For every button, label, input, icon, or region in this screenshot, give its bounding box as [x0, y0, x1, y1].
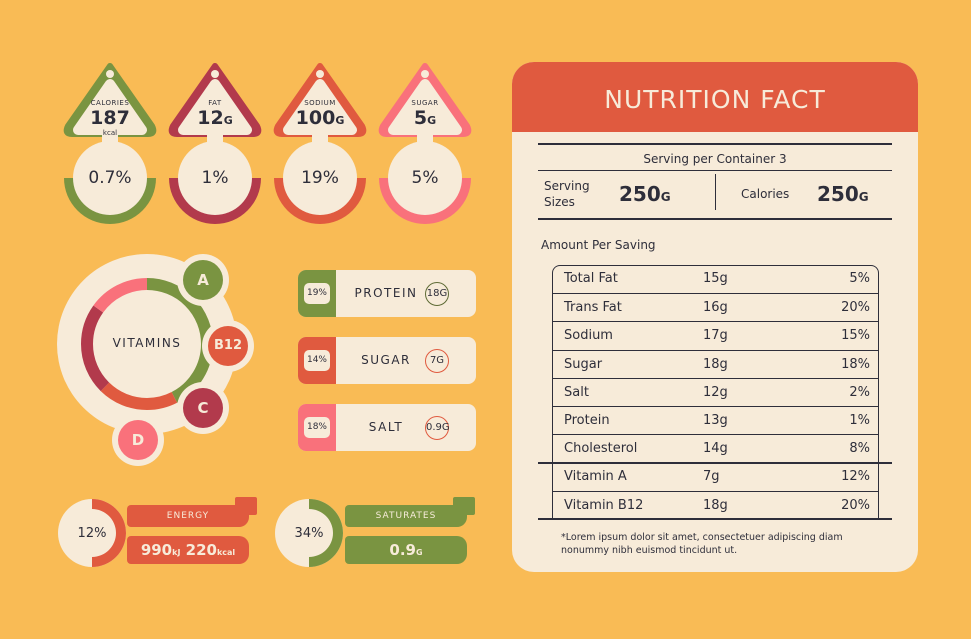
pill-percent: 14% — [304, 350, 330, 371]
pill-amount: 18G — [425, 282, 449, 306]
footnote: *Lorem ipsum dolor sit amet, consectetue… — [561, 532, 843, 556]
calories-value: 250G — [817, 182, 869, 206]
nutrient-amount: 17g — [703, 328, 728, 344]
nutrient-pill-salt: 18% SALT 0.9G — [298, 404, 476, 451]
calories-label: Calories — [741, 187, 790, 201]
nutrient-name: Protein — [564, 413, 610, 428]
saturates-percent: 34% — [294, 526, 324, 541]
pill-percent: 19% — [304, 283, 330, 304]
nutrient-daily-percent: 20% — [841, 300, 870, 316]
nutrition-row: Vitamin A 7g 12% — [553, 462, 878, 490]
tag-label: CALORIES — [90, 99, 130, 107]
amount-heading: Amount Per Saving — [541, 238, 656, 252]
nutrient-amount: 14g — [703, 441, 728, 457]
nutrient-daily-percent: 5% — [849, 271, 870, 286]
serving-sizes-value: 250G — [619, 182, 671, 206]
nutrient-name: Salt — [564, 384, 589, 400]
nutrient-daily-percent: 20% — [841, 497, 870, 513]
nutrient-daily-percent: 18% — [841, 356, 870, 372]
energy-donut — [58, 499, 126, 567]
nutrient-name: Sugar — [564, 356, 603, 372]
energy-label: ENERGY — [127, 505, 249, 527]
nutrition-row: Cholesterol 14g 8% — [553, 434, 878, 462]
tag-percent: 19% — [301, 168, 339, 188]
nutrient-amount: 16g — [703, 300, 728, 316]
tag-value: 5G — [413, 107, 437, 129]
vitamin-c-badge: C — [183, 388, 223, 428]
nutrient-amount: 12g — [703, 384, 728, 400]
nutrition-row: Vitamin B12 18g 20% — [553, 490, 878, 519]
nutrient-name: Vitamin B12 — [564, 497, 644, 513]
nutrition-row: Total Fat 15g 5% — [553, 265, 878, 293]
nutrient-daily-percent: 2% — [849, 384, 870, 400]
vitamins-title: VITAMINS — [112, 336, 182, 350]
tag-percent: 5% — [411, 168, 439, 188]
nutrient-tag-fat: FAT 12G 1% — [165, 62, 265, 232]
nutrition-facts-title: NUTRITION FACT — [512, 62, 918, 132]
nutrient-tag-sodium: SODIUM 100G 19% — [270, 62, 370, 232]
vitamin-a-badge: A — [183, 260, 223, 300]
energy-percent: 12% — [77, 526, 107, 541]
nutrition-row: Salt 12g 2% — [553, 377, 878, 406]
nutrient-tag-sugar: SUGAR 5G 5% — [375, 62, 475, 232]
serving-per-container: Serving per Container 3 — [643, 152, 787, 166]
tag-label: FAT — [208, 99, 222, 107]
tag-label: SUGAR — [411, 99, 439, 107]
nutrient-daily-percent: 1% — [849, 413, 870, 428]
nutrient-amount: 13g — [703, 413, 728, 428]
nutrient-amount: 18g — [703, 356, 728, 372]
nutrient-daily-percent: 8% — [849, 441, 870, 457]
nutrient-name: Vitamin A — [564, 469, 627, 485]
nutrient-tag-calories: CALORIES 187 kcal 0.7% — [60, 62, 160, 232]
vitamin-b12-badge: B12 — [208, 326, 248, 366]
tag-label: SODIUM — [304, 99, 336, 107]
vitamin-d-badge: D — [118, 420, 158, 460]
tag-value: 100G — [295, 107, 345, 129]
nutrition-facts-card: NUTRITION FACT — [512, 62, 918, 572]
nutrition-row: Trans Fat 16g 20% — [553, 293, 878, 321]
pill-percent: 18% — [304, 417, 330, 438]
saturates-donut — [275, 499, 343, 567]
nutrient-name: Sodium — [564, 328, 613, 344]
pill-name: PROTEIN — [354, 286, 418, 300]
nutrient-amount: 15g — [703, 271, 728, 286]
pill-amount: 0.9G — [425, 416, 450, 440]
tag-percent: 1% — [201, 168, 229, 188]
pill-amount: 7G — [425, 349, 449, 373]
nutrient-daily-percent: 12% — [841, 469, 870, 485]
saturates-value: 0.9G — [345, 536, 467, 564]
nutrient-pill-protein: 19% PROTEIN 18G — [298, 270, 476, 317]
nutrient-amount: 18g — [703, 497, 728, 513]
nutrient-daily-percent: 15% — [841, 328, 870, 344]
energy-value: 990kJ 220kcal — [127, 536, 249, 564]
serving-sizes-label: Serving Sizes — [544, 179, 590, 209]
pill-name: SUGAR — [361, 353, 411, 367]
nutrient-name: Cholesterol — [564, 441, 638, 457]
pill-name: SALT — [368, 420, 404, 434]
nutrient-amount: 7g — [703, 469, 720, 485]
nutrient-pill-sugar: 14% SUGAR 7G — [298, 337, 476, 384]
tag-value: 12G — [197, 107, 233, 129]
nutrient-name: Trans Fat — [564, 300, 622, 316]
vitamins-ring — [81, 278, 213, 410]
nutrient-name: Total Fat — [564, 271, 618, 286]
nutrition-row: Sodium 17g 15% — [553, 321, 878, 349]
nutrition-row: Sugar 18g 18% — [553, 349, 878, 378]
tag-percent: 0.7% — [88, 168, 132, 188]
nutrition-row: Protein 13g 1% — [553, 406, 878, 434]
saturates-label: SATURATES — [345, 505, 467, 527]
tag-unit: kcal — [102, 129, 118, 137]
tag-value: 187 — [90, 107, 130, 129]
